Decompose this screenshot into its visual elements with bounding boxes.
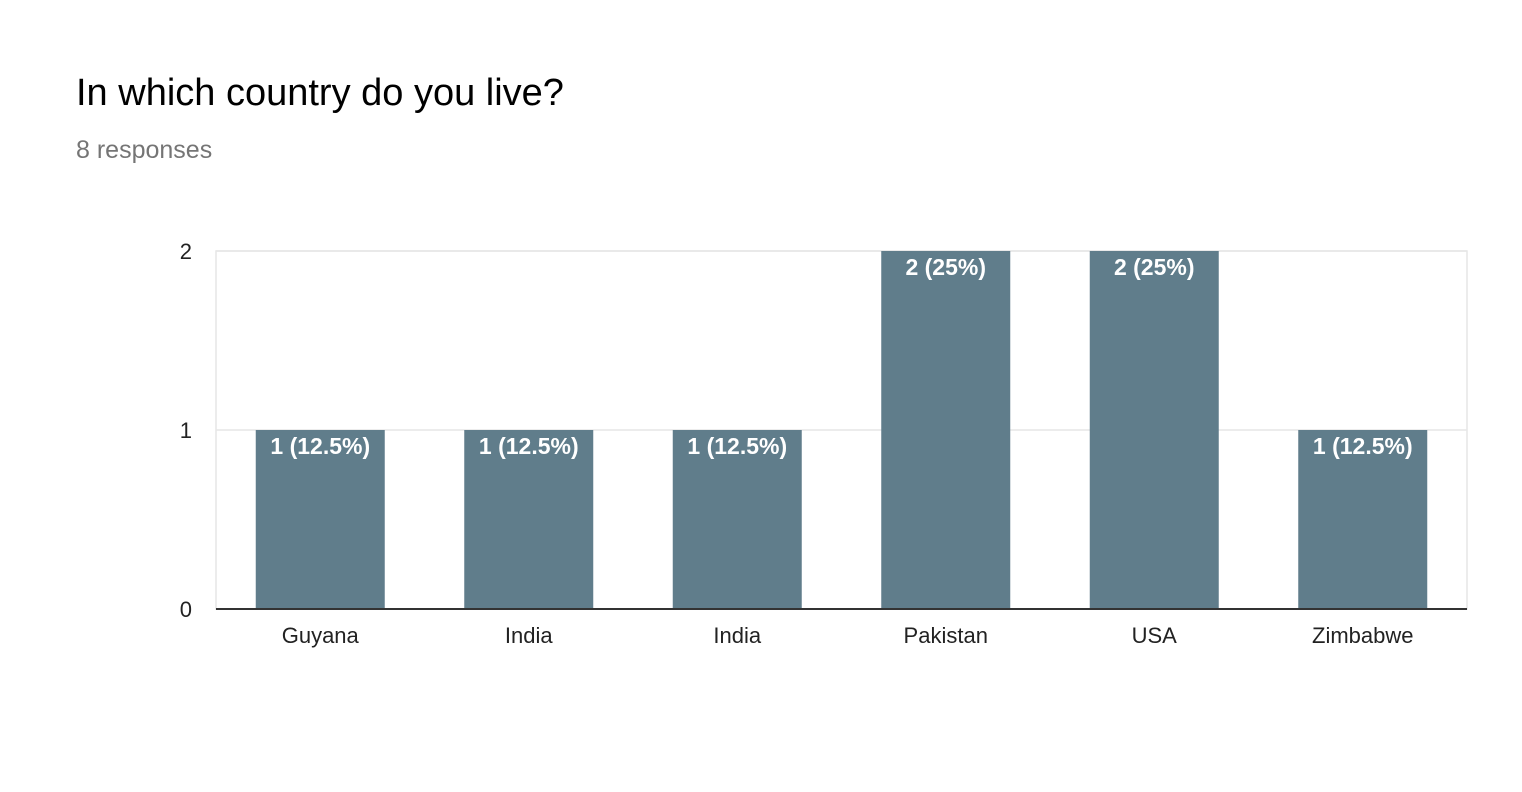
- bar: [464, 430, 594, 609]
- gridlines: [215, 250, 1468, 610]
- x-category-label: India: [713, 623, 761, 648]
- x-category-label: USA: [1132, 623, 1178, 648]
- bar-data-label: 1 (12.5%): [687, 433, 787, 459]
- bar: [881, 251, 1011, 609]
- labels: 0 1 2 1 (12.5%) Guyana 1 (12.5%) India 1 (12.5%…: [180, 239, 1414, 648]
- bar: [672, 430, 802, 609]
- bar: [255, 430, 385, 609]
- bar-data-label: 1 (12.5%): [479, 433, 579, 459]
- bar: [1298, 430, 1428, 609]
- bar-data-label: 1 (12.5%): [270, 433, 370, 459]
- bar-data-label: 2 (25%): [905, 254, 986, 280]
- x-category-label: Guyana: [282, 623, 360, 648]
- x-category-label: Zimbabwe: [1312, 623, 1413, 648]
- bar: [1089, 251, 1219, 609]
- bar-data-label: 1 (12.5%): [1313, 433, 1413, 459]
- x-category-label: India: [505, 623, 553, 648]
- bar-data-label: 2 (25%): [1114, 254, 1195, 280]
- y-tick-label: 1: [180, 418, 192, 443]
- response-count: 8 responses: [76, 136, 213, 164]
- bars: [255, 251, 1428, 609]
- y-tick-label: 0: [180, 597, 192, 622]
- y-tick-label: 2: [180, 239, 192, 264]
- question-title: In which country do you live?: [76, 72, 564, 114]
- x-category-label: Pakistan: [904, 623, 988, 648]
